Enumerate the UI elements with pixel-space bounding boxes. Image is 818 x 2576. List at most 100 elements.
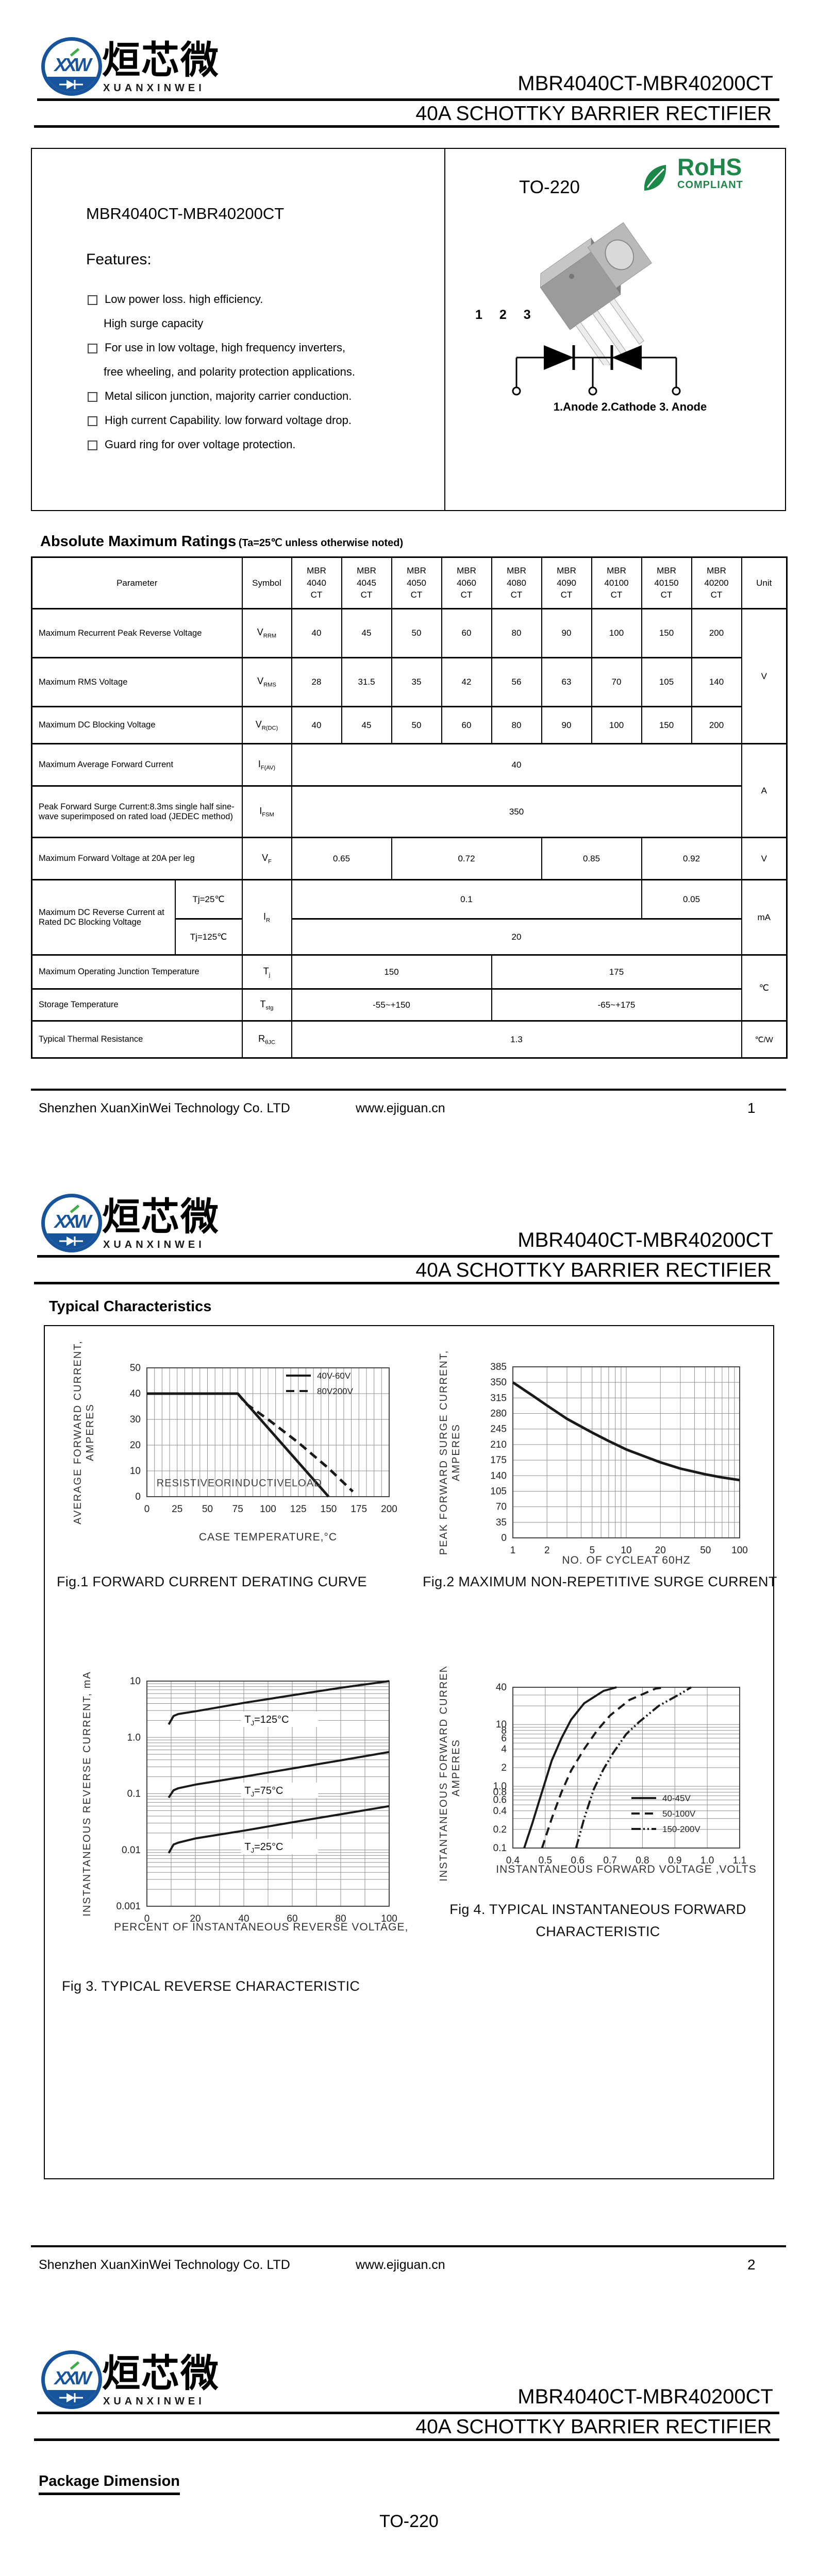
svg-text:140: 140 (490, 1470, 507, 1481)
brand-name-en: XUANXINWEI (103, 82, 205, 94)
amr-row-rth: Typical Thermal Resistance RθJC 1.3 ℃/W (31, 1020, 788, 1059)
amr-value: 80 (491, 608, 542, 658)
symbol-sub: R(DC) (261, 725, 278, 732)
svg-text:0: 0 (501, 1533, 507, 1544)
page-number: 1 (747, 1100, 756, 1116)
svg-text:PERCENT OF INSTANTANEOUS REVER: PERCENT OF INSTANTANEOUS REVERSE VOLTAGE… (114, 1921, 412, 1933)
feature-text: Guard ring for over voltage protection. (105, 438, 296, 451)
amr-value: 0.92 (641, 837, 742, 880)
amr-param: Maximum Average Forward Current (31, 743, 243, 787)
svg-text:20: 20 (130, 1440, 141, 1451)
symbol-base: T (260, 998, 266, 1009)
amr-symbol: VR(DC) (241, 706, 292, 744)
amr-value: 40 (291, 743, 742, 787)
svg-text:60: 60 (287, 1913, 297, 1924)
page1-header: XXW 烜芯微 XUANXINWEI MBR4040CT-MBR40200CT … (0, 0, 818, 134)
symbol-sub: FSM (262, 811, 274, 818)
svg-text:CASE TEMPERATURE,°C: CASE TEMPERATURE,°C (199, 1531, 337, 1543)
amr-symbol: IFSM (241, 785, 292, 838)
svg-text:1.0: 1.0 (493, 1781, 507, 1792)
package-dimension-heading: Package Dimension (39, 2473, 180, 2495)
svg-text:50: 50 (130, 1363, 141, 1374)
feature-item: Guard ring for over voltage protection. (88, 432, 355, 456)
amr-row-ifav: Maximum Average Forward Current IF(AV) 4… (31, 743, 788, 838)
amr-col-part: MBR 4080 CT (491, 556, 542, 609)
amr-col-part: MBR 40100 CT (591, 556, 642, 609)
amr-param: Maximum Operating Junction Temperature (31, 954, 243, 990)
brand-name-cn: 烜芯微 (102, 2352, 220, 2395)
amr-value: 35 (391, 657, 442, 707)
to220-package-image (540, 222, 653, 365)
feature-item-cont: free wheeling, and polarity protection a… (104, 360, 355, 384)
svg-text:0.7: 0.7 (603, 1855, 616, 1866)
symbol-sub: RMS (263, 682, 276, 688)
fig2-caption: Fig.2 MAXIMUM NON-REPETITIVE SURGE CURRE… (423, 1574, 777, 1589)
symbol-sub: j (269, 972, 271, 978)
amr-heading-row: Absolute Maximum Ratings (Ta=25℃ unless … (40, 533, 403, 550)
amr-value: 56 (491, 657, 542, 707)
svg-text:6: 6 (501, 1733, 507, 1744)
checkbox-bullet-icon (88, 343, 97, 353)
amr-param: Maximum Recurrent Peak Reverse Voltage (31, 608, 243, 658)
checkbox-bullet-icon (88, 416, 97, 426)
feature-text: Low power loss. high efficiency. (105, 293, 263, 306)
svg-text:40-45V: 40-45V (662, 1793, 691, 1803)
charts-box (44, 1325, 774, 2179)
amr-value: 150 (291, 954, 492, 990)
amr-symbol: VRMS (241, 657, 292, 707)
svg-text:INSTANTANEOUS REVERSE CURRENT,: INSTANTANEOUS REVERSE CURRENT, mA (81, 1671, 93, 1916)
svg-text:105: 105 (490, 1486, 507, 1497)
fig3-svg: 0 20 40 60 80 100 0.001 0.01 0.1 1.0 10 PERCENT OF … (81, 1671, 422, 1933)
amr-value: 105 (641, 657, 692, 707)
svg-text:0.9: 0.9 (668, 1855, 681, 1866)
symbol-sub: F(AV) (260, 765, 276, 771)
absolute-maximum-ratings-table: Parameter Symbol MBR 4040 CT MBR 4045 CT… (31, 556, 788, 1059)
svg-text:40: 40 (238, 1913, 249, 1924)
figure-fig4-chart: 0.4 0.5 0.6 0.7 0.8 0.9 1.0 1.1 0.1 0.2 0.4 0.6 0.8 1… (418, 1654, 778, 2007)
amr-param: Maximum DC Reverse Current at Rated DC B… (31, 879, 176, 956)
footer-company: Shenzhen XuanXinWei Technology Co. LTD (39, 1101, 290, 1115)
svg-text:150: 150 (321, 1504, 337, 1515)
doc-subtitle: 40A SCHOTTKY BARRIER RECTIFIER (415, 2416, 772, 2438)
svg-text:10: 10 (621, 1545, 631, 1556)
svg-text:1: 1 (510, 1545, 516, 1556)
amr-col-part: MBR 4090 CT (541, 556, 592, 609)
amr-unit: mA (741, 879, 788, 956)
symbol-base: T (263, 965, 269, 976)
brand-logo-icon: XXW (41, 37, 102, 96)
amr-header-row: Parameter Symbol MBR 4040 CT MBR 4045 CT… (31, 556, 788, 609)
rohs-logo: RoHS COMPLIANT (640, 155, 784, 203)
logo-band (45, 77, 98, 92)
amr-symbol: VF (241, 837, 292, 880)
fig3-caption: Fig 3. TYPICAL REVERSE CHARACTERISTIC (62, 1978, 360, 1994)
amr-value: 200 (691, 608, 742, 658)
brand-logo-icon: XXW (41, 1194, 102, 1252)
header-rule-2 (34, 2438, 779, 2441)
feature-item-cont: High surge capacity (104, 311, 355, 335)
svg-text:80V200V: 80V200V (317, 1386, 354, 1396)
svg-text:0.1: 0.1 (127, 1789, 141, 1800)
svg-text:0.01: 0.01 (122, 1845, 141, 1856)
svg-text:1.0: 1.0 (700, 1855, 714, 1866)
amr-value: 140 (691, 657, 742, 707)
svg-text:10: 10 (130, 1466, 141, 1477)
footer-company: Shenzhen XuanXinWei Technology Co. LTD (39, 2258, 290, 2272)
svg-text:10: 10 (130, 1676, 141, 1687)
svg-text:70: 70 (496, 1502, 507, 1513)
amr-row-vrrm: Maximum Recurrent Peak Reverse Voltage V… (31, 608, 788, 744)
amr-value: 28 (291, 657, 342, 707)
svg-text:0.4: 0.4 (493, 1806, 507, 1817)
checkbox-bullet-icon (88, 295, 97, 305)
feature-item: Metal silicon junction, majority carrier… (88, 384, 355, 408)
amr-row-tj: Maximum Operating Junction Temperature T… (31, 954, 788, 1022)
fig4-caption: Fig 4. TYPICAL INSTANTANEOUS FORWARD CHA… (449, 1902, 746, 1940)
amr-value: 42 (441, 657, 492, 707)
amr-value: 90 (541, 706, 592, 744)
svg-text:10: 10 (496, 1719, 507, 1730)
svg-text:280: 280 (490, 1409, 507, 1419)
symbol-sub: R (265, 917, 271, 924)
intro-box: MBR4040CT-MBR40200CT Features: Low power… (31, 148, 786, 511)
svg-text:RESISTIVEORINDUCTIVELOAD: RESISTIVEORINDUCTIVELOAD (157, 1478, 322, 1489)
features-title: Features: (86, 251, 152, 268)
